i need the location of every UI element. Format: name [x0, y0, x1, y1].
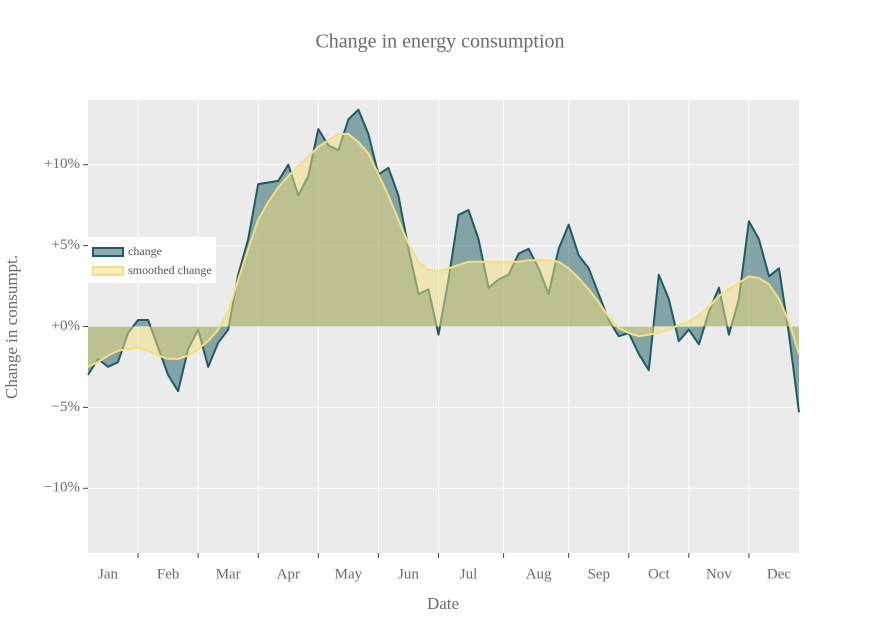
y-tick-label: +10%: [44, 156, 80, 172]
legend-label: change: [128, 244, 162, 258]
x-tick-label: Jan: [98, 566, 118, 582]
x-tick-label: Jun: [398, 566, 419, 582]
chart-title: Change in energy consumption: [315, 31, 564, 53]
x-tick-label: Feb: [157, 566, 180, 582]
x-tick-label: Aug: [526, 566, 552, 582]
y-axis-label: Change in consumpt.: [2, 255, 21, 399]
legend-swatch: [92, 266, 124, 276]
x-tick-label: Apr: [277, 566, 300, 582]
series-line: [87, 133, 800, 368]
y-tick-label: −5%: [52, 399, 80, 415]
y-tick-label: +0%: [52, 318, 80, 334]
legend-swatch: [92, 247, 124, 257]
x-tick-label: Mar: [216, 566, 241, 582]
area-fill: [88, 109, 799, 413]
x-tick-label: Sep: [587, 566, 610, 582]
x-tick-label: Dec: [767, 566, 791, 582]
x-tick-label: May: [335, 566, 363, 582]
legend-label: smoothed change: [128, 263, 212, 277]
areas: [87, 108, 800, 413]
x-tick-label: Jul: [460, 566, 478, 582]
area-fill: [88, 134, 799, 367]
legend: change smoothed change: [88, 237, 216, 283]
x-tick-label: Oct: [648, 566, 670, 582]
x-tick-label: Nov: [706, 566, 732, 582]
y-tick-label: +5%: [52, 237, 80, 253]
y-tick-label: −10%: [44, 480, 80, 496]
x-axis-label: Date: [427, 594, 459, 613]
